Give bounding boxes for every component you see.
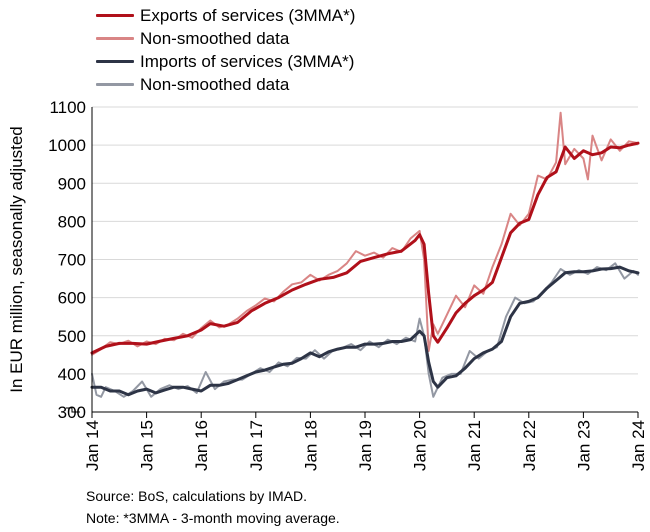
x-tick-label: Jan 15 bbox=[138, 420, 157, 471]
y-tick-label: 600 bbox=[58, 289, 86, 308]
legend-label: Exports of services (3MMA*) bbox=[140, 5, 356, 25]
y-tick-label: 300 bbox=[58, 403, 86, 422]
source-note: Source: BoS, calculations by IMAD. bbox=[86, 488, 307, 504]
footnote: Note: *3MMA - 3-month moving average. bbox=[86, 510, 340, 526]
legend-item: Non-smoothed data bbox=[96, 73, 355, 96]
legend-swatch bbox=[96, 37, 134, 40]
legend: Exports of services (3MMA*) Non-smoothed… bbox=[96, 4, 355, 96]
legend-label: Non-smoothed data bbox=[140, 28, 290, 48]
series-line bbox=[91, 111, 639, 356]
x-tick-label: Jan 18 bbox=[301, 420, 320, 471]
x-tick-label: Jan 17 bbox=[247, 420, 266, 471]
axis-break-mark bbox=[66, 407, 80, 413]
x-tick-label: Jan 24 bbox=[629, 420, 648, 471]
series-line bbox=[90, 141, 640, 355]
legend-item: Exports of services (3MMA*) bbox=[96, 4, 355, 27]
legend-swatch bbox=[96, 14, 134, 17]
y-tick-label: 1100 bbox=[49, 98, 86, 117]
series-line bbox=[90, 265, 640, 397]
axes bbox=[66, 107, 639, 418]
series-lines bbox=[90, 111, 640, 398]
legend-swatch bbox=[96, 60, 134, 63]
y-tick-label: 800 bbox=[58, 212, 86, 231]
legend-label: Imports of services (3MMA*) bbox=[140, 51, 355, 71]
series-line bbox=[91, 262, 639, 398]
y-tick-label: 900 bbox=[58, 174, 86, 193]
y-tick-label: 400 bbox=[58, 365, 86, 384]
tick-labels: 300 400 500 600 700 800 900 1000 1100 Jan 14 Jan 1… bbox=[48, 98, 648, 471]
y-tick-label: 1000 bbox=[48, 136, 86, 155]
x-tick-label: Jan 21 bbox=[465, 420, 484, 471]
x-tick-label: Jan 16 bbox=[192, 420, 211, 471]
x-tick-label: Jan 14 bbox=[83, 420, 102, 471]
x-tick-label: Jan 20 bbox=[411, 420, 430, 471]
legend-label: Non-smoothed data bbox=[140, 74, 290, 94]
x-tick-label: Jan 22 bbox=[520, 420, 539, 471]
y-axis-label: In EUR million, seasonally adjusted bbox=[7, 126, 26, 392]
x-tick-label: Jan 19 bbox=[356, 420, 375, 471]
y-tick-label: 500 bbox=[58, 327, 86, 346]
y-tick-label: 700 bbox=[58, 251, 86, 270]
x-tick-label: Jan 23 bbox=[574, 420, 593, 471]
legend-item: Imports of services (3MMA*) bbox=[96, 50, 355, 73]
legend-swatch bbox=[96, 83, 134, 86]
grid bbox=[92, 106, 638, 375]
legend-item: Non-smoothed data bbox=[96, 27, 355, 50]
